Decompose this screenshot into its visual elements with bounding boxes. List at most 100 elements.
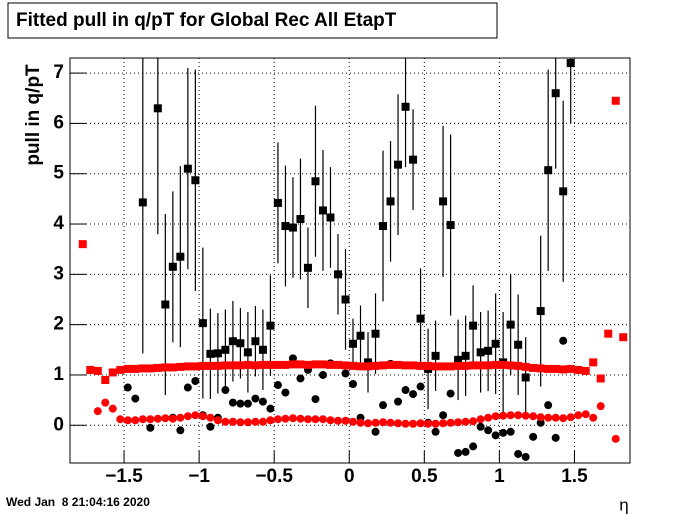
marker xyxy=(484,346,493,355)
marker xyxy=(514,361,523,370)
marker xyxy=(296,214,305,223)
marker xyxy=(596,402,605,411)
marker xyxy=(228,417,237,426)
marker xyxy=(93,407,102,416)
marker xyxy=(529,363,538,372)
marker xyxy=(281,388,290,397)
marker xyxy=(431,427,440,436)
marker xyxy=(506,361,515,370)
marker xyxy=(138,364,147,373)
y-axis-label: pull in q/pT xyxy=(23,64,44,166)
marker xyxy=(311,177,320,186)
marker xyxy=(371,329,380,338)
marker xyxy=(611,96,620,105)
marker xyxy=(318,206,327,215)
marker xyxy=(206,361,215,370)
marker xyxy=(581,366,590,375)
marker xyxy=(521,362,530,371)
marker xyxy=(198,319,207,328)
marker xyxy=(333,360,342,369)
plot-frame xyxy=(69,57,631,464)
x-tick-label: −1.5 xyxy=(105,466,143,487)
marker xyxy=(168,414,177,423)
marker xyxy=(394,160,403,169)
marker xyxy=(341,369,350,378)
marker xyxy=(431,362,440,371)
marker xyxy=(446,389,455,398)
marker xyxy=(243,418,252,427)
marker xyxy=(469,442,478,451)
marker xyxy=(431,351,440,360)
marker xyxy=(176,252,185,261)
marker xyxy=(131,416,140,425)
marker xyxy=(506,427,515,436)
marker xyxy=(153,363,162,372)
marker xyxy=(161,300,170,309)
marker xyxy=(536,413,545,422)
marker xyxy=(491,412,500,421)
marker xyxy=(311,360,320,369)
marker xyxy=(236,361,245,370)
marker xyxy=(521,411,530,420)
marker xyxy=(401,386,410,395)
marker xyxy=(258,417,267,426)
marker xyxy=(266,416,275,425)
marker xyxy=(333,270,342,279)
marker xyxy=(514,340,523,349)
marker xyxy=(514,449,523,458)
marker xyxy=(168,363,177,372)
chart-title: Fitted pull in q/pT for Global Rec All E… xyxy=(16,10,397,31)
x-tick-label: 1 xyxy=(494,466,505,487)
marker xyxy=(559,187,568,196)
marker xyxy=(161,414,170,423)
timestamp: Wed Jan 8 21:04:16 2020 xyxy=(6,495,150,509)
marker xyxy=(228,337,237,346)
marker xyxy=(108,404,117,413)
marker xyxy=(409,390,418,399)
marker xyxy=(318,360,327,369)
marker xyxy=(108,368,117,377)
marker xyxy=(146,364,155,373)
marker xyxy=(386,418,395,427)
marker xyxy=(161,363,170,372)
marker xyxy=(123,416,132,425)
x-axis-label: η xyxy=(619,495,628,514)
marker xyxy=(341,416,350,425)
marker xyxy=(446,221,455,230)
marker xyxy=(153,414,162,423)
y-tick-label: 2 xyxy=(53,314,64,335)
marker xyxy=(116,415,125,424)
y-tick-label: 7 xyxy=(53,62,64,83)
marker xyxy=(138,198,147,207)
y-tick-label: 0 xyxy=(53,414,64,435)
marker xyxy=(409,419,418,428)
marker xyxy=(176,413,185,422)
marker xyxy=(364,419,373,428)
marker xyxy=(131,394,140,403)
marker xyxy=(243,348,252,357)
marker xyxy=(341,361,350,370)
marker xyxy=(311,395,320,404)
marker xyxy=(228,398,237,407)
marker xyxy=(296,374,305,383)
marker xyxy=(176,426,185,435)
marker xyxy=(401,419,410,428)
marker xyxy=(551,433,560,442)
marker xyxy=(258,345,267,354)
y-tick-label: 6 xyxy=(53,112,64,133)
marker xyxy=(326,416,335,425)
marker xyxy=(566,364,575,373)
marker xyxy=(303,415,312,424)
marker xyxy=(461,447,470,456)
marker xyxy=(476,415,485,424)
marker xyxy=(266,404,275,413)
marker xyxy=(416,361,425,370)
marker xyxy=(574,411,583,420)
marker xyxy=(619,333,628,342)
marker xyxy=(544,401,553,410)
marker xyxy=(536,307,545,316)
marker xyxy=(454,361,463,370)
marker xyxy=(469,361,478,370)
marker xyxy=(318,370,327,379)
marker xyxy=(461,417,470,426)
